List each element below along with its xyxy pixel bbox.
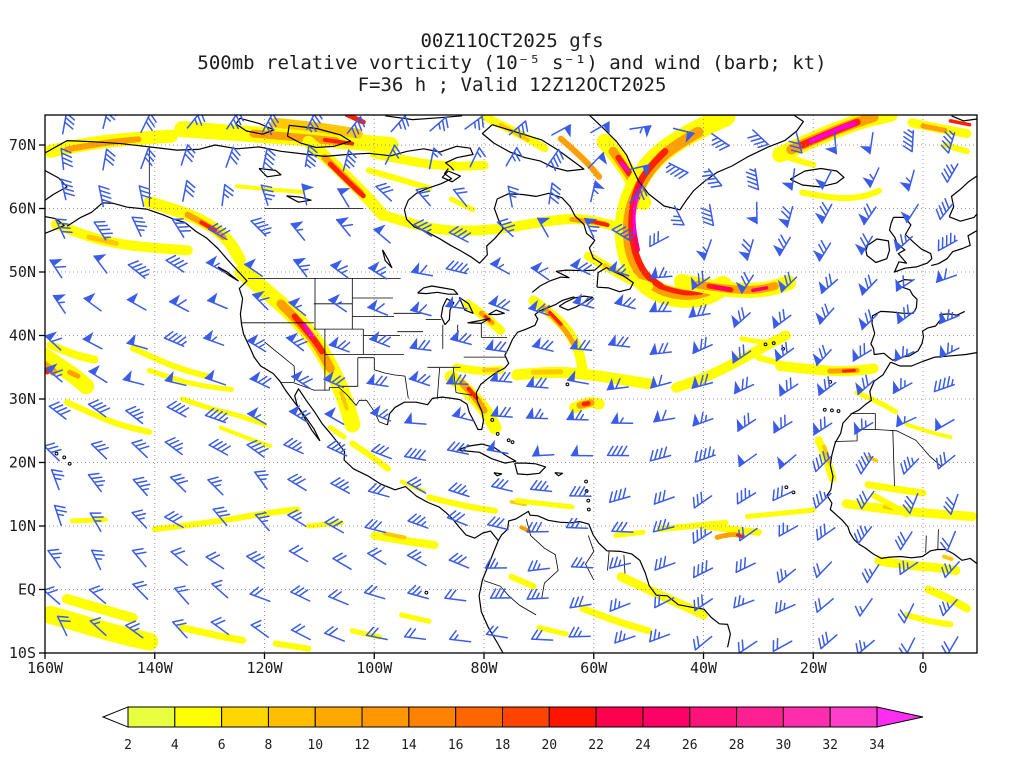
title-line-field: 500mb relative vorticity (10⁻⁵ s⁻¹) and …: [197, 52, 827, 74]
lat-tick-label: 10N: [9, 517, 36, 535]
title-line-valid: F=36 h ; Valid 12Z12OCT2025: [357, 74, 667, 96]
colorbar-segment: [595, 706, 644, 728]
colorbar-tick-label: 8: [265, 738, 273, 753]
colorbar-tick-label: 2: [124, 738, 132, 753]
title-line-run: 00Z11OCT2025 gfs: [420, 30, 604, 52]
colorbar-segment: [548, 706, 597, 728]
lon-tick-label: 100W: [356, 659, 393, 677]
colorbar-right-arrow: [876, 706, 924, 728]
lat-tick-label: 50N: [9, 263, 36, 281]
lon-tick-label: 80W: [470, 659, 498, 677]
lat-tick-label: 60N: [9, 200, 36, 218]
colorbar-segment: [267, 706, 316, 728]
colorbar-segment: [642, 706, 691, 728]
political-borders-layer: [148, 146, 942, 616]
lon-tick-label: 20W: [800, 659, 828, 677]
colorbar-segment: [314, 706, 363, 728]
colorbar-segment: [455, 706, 503, 728]
figure-title: 00Z11OCT2025 gfs 500mb relative vorticit…: [0, 30, 1024, 96]
colorbar-tick-label: 18: [495, 738, 511, 753]
lon-tick-label: 140W: [137, 659, 174, 677]
lat-tick-label: 40N: [9, 327, 36, 345]
colorbar-segment: [174, 706, 223, 728]
colorbar-tick-label: 28: [729, 738, 745, 753]
islands-layer: [54, 341, 841, 595]
colorbar: 2 4 6 8 10 12 14 16 18 20 22 24 26 28 30 32 34: [101, 706, 924, 753]
colorbar-tick-label: 20: [541, 738, 557, 753]
colorbar-tick-label: 24: [635, 738, 651, 753]
colorbar-tick-label: 30: [776, 738, 792, 753]
vorticity-shading-layer: [45, 115, 977, 652]
colorbar-tick-label: 14: [401, 738, 417, 753]
colorbar-segment: [782, 706, 831, 728]
colorbar-segment: [736, 706, 784, 728]
lon-tick-label: 160W: [27, 659, 64, 677]
map-frame: [44, 114, 978, 654]
wind-barbs-layer: [45, 115, 960, 653]
lon-tick-label: 0: [918, 659, 927, 677]
colorbar-tick-label: 22: [588, 738, 604, 753]
colorbar-tick-label: 32: [822, 738, 838, 753]
colorbar-segment: [829, 706, 878, 728]
colorbar-segment: [689, 706, 738, 728]
colorbar-tick-label: 12: [354, 738, 370, 753]
lon-tick-label: 60W: [580, 659, 608, 677]
colorbar-segment: [127, 706, 176, 728]
lat-tick-label: 10S: [9, 644, 36, 662]
colorbar-left-arrow: [101, 706, 129, 728]
colorbar-tick-label: 6: [218, 738, 226, 753]
colorbar-tick-label: 16: [448, 738, 464, 753]
colorbar-segment: [361, 706, 410, 728]
lon-tick-label: 120W: [246, 659, 283, 677]
colorbar-segment: [221, 706, 269, 728]
colorbar-segment: [502, 706, 550, 728]
lat-tick-label: 30N: [9, 390, 36, 408]
lat-tick-label: EQ: [18, 581, 36, 599]
colorbar-tick-label: 26: [682, 738, 698, 753]
coastline-layer: [45, 115, 977, 653]
colorbar-tick-label: 34: [869, 738, 885, 753]
colorbar-tick-label: 4: [171, 738, 179, 753]
colorbar-tick-label: 10: [307, 738, 323, 753]
lat-tick-label: 70N: [9, 136, 36, 154]
colorbar-segment: [408, 706, 457, 728]
lat-tick-label: 20N: [9, 454, 36, 472]
lon-tick-label: 40W: [690, 659, 718, 677]
